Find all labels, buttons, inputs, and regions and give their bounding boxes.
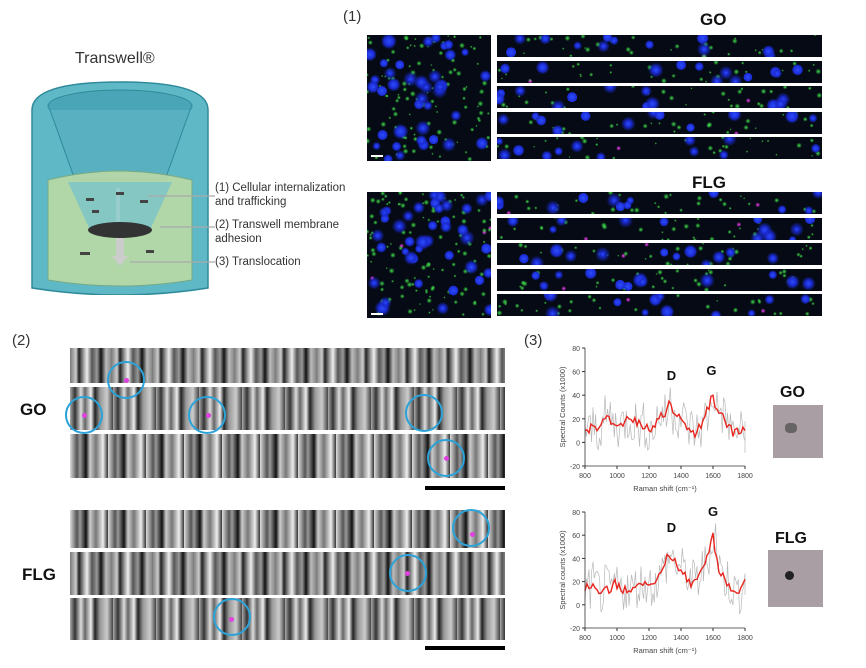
confocal-image xyxy=(497,294,822,316)
noise-trace xyxy=(584,523,746,615)
particle-dot xyxy=(206,413,211,418)
confocal-image xyxy=(497,60,822,83)
flg-title: FLG xyxy=(692,173,726,192)
go-title: GO xyxy=(700,10,727,29)
go-thumb-label: GO xyxy=(780,384,805,401)
scale-bar xyxy=(371,155,383,157)
particle-dot xyxy=(124,378,129,383)
particle-circle xyxy=(427,439,465,477)
panel1-label: (1) xyxy=(343,8,362,25)
sem-strip xyxy=(70,598,505,640)
particle-circle xyxy=(389,554,427,592)
y-axis-title: Spectral counts (x1000) xyxy=(558,530,567,610)
raman-chart-flg: -20 0 20 40 60 80 800 1000 1200 1400 1600 1800 Raman… xyxy=(558,504,753,655)
panel2-label: (2) xyxy=(12,332,31,349)
scale-bar xyxy=(371,313,383,315)
x-axis-title: Raman shift (cm⁻¹) xyxy=(633,484,697,493)
sem-strip xyxy=(70,510,505,548)
y-tick-label: 20 xyxy=(572,580,580,587)
label-line: (1) Cellular internalization xyxy=(215,182,346,194)
confocal-image xyxy=(367,35,491,161)
y-tick-label: -20 xyxy=(570,464,580,471)
x-tick-label: 800 xyxy=(579,473,591,480)
label-line: (2) Transwell membrane xyxy=(215,219,339,231)
scale-bar xyxy=(425,646,505,650)
x-tick-label: 1200 xyxy=(641,635,657,642)
y-tick-label: 0 xyxy=(576,440,580,447)
peak-label: D xyxy=(667,520,676,535)
flg-label: FLG xyxy=(22,565,56,584)
y-tick-label: 0 xyxy=(576,603,580,610)
panel3-label: (3) xyxy=(524,332,543,349)
x-tick-label: 1200 xyxy=(641,473,657,480)
x-tick-label: 1800 xyxy=(737,635,753,642)
spectrum-line xyxy=(584,532,746,595)
y-tick-label: 40 xyxy=(572,393,580,400)
go-optical-image xyxy=(773,405,823,458)
diagram-title: Transwell® xyxy=(75,50,155,67)
transwell-diagram xyxy=(31,81,215,295)
y-tick-label: 60 xyxy=(572,533,580,540)
x-axis-title: Raman shift (cm⁻¹) xyxy=(633,646,697,655)
particle-circle xyxy=(65,396,103,434)
label-line: adhesion xyxy=(215,233,262,245)
x-tick-label: 800 xyxy=(579,635,591,642)
particle-dot xyxy=(82,413,87,418)
confocal-image xyxy=(497,86,822,108)
particle-circle xyxy=(213,598,251,636)
y-tick-label: 80 xyxy=(572,510,580,517)
flg-thumb-label: FLG xyxy=(775,530,807,547)
x-tick-label: 1800 xyxy=(737,473,753,480)
particle-spot xyxy=(785,423,797,433)
sem-strip xyxy=(70,552,505,595)
y-axis-title: Spectral Counts (x1000) xyxy=(558,366,567,447)
confocal-image xyxy=(497,192,822,214)
spectrum-line xyxy=(584,394,746,440)
x-tick-label: 1000 xyxy=(609,635,625,642)
label-internalization: (1) Cellular internalization and traffick… xyxy=(215,181,345,209)
scale-bar xyxy=(425,486,505,490)
confocal-image xyxy=(497,243,822,265)
x-tick-label: 1400 xyxy=(673,635,689,642)
particle-dot xyxy=(229,617,234,622)
y-tick-label: 80 xyxy=(572,346,580,353)
particle-dot xyxy=(405,571,410,576)
particle-circle xyxy=(452,509,490,547)
particle-circle xyxy=(188,396,226,434)
confocal-image xyxy=(497,268,822,291)
x-tick-label: 1000 xyxy=(609,473,625,480)
y-tick-label: 20 xyxy=(572,417,580,424)
particle-circle xyxy=(107,361,145,399)
x-tick-label: 1600 xyxy=(705,635,721,642)
peak-label: G xyxy=(708,504,718,519)
confocal-image xyxy=(497,35,822,57)
confocal-image xyxy=(497,111,822,134)
y-tick-label: 40 xyxy=(572,556,580,563)
go-label: GO xyxy=(20,400,47,419)
y-tick-label: -20 xyxy=(570,626,580,633)
x-tick-label: 1600 xyxy=(705,473,721,480)
y-tick-label: 60 xyxy=(572,370,580,377)
confocal-image xyxy=(497,137,822,159)
particle-dot xyxy=(470,532,475,537)
raman-chart-go: -20 0 20 40 60 80 800 1000 1200 1400 1600 1800 Raman… xyxy=(558,346,753,493)
particle-circle xyxy=(405,394,443,432)
particle-dot xyxy=(444,456,449,461)
noise-trace xyxy=(584,387,746,453)
label-translocation: (3) Translocation xyxy=(215,256,301,268)
confocal-image xyxy=(497,217,822,240)
label-adhesion: (2) Transwell membrane adhesion xyxy=(215,218,339,246)
label-line: and trafficking xyxy=(215,196,287,208)
peak-label: D xyxy=(667,368,676,383)
x-tick-label: 1400 xyxy=(673,473,689,480)
peak-label: G xyxy=(706,363,716,378)
flg-optical-image xyxy=(768,550,823,607)
confocal-image xyxy=(367,192,491,318)
particle-spot xyxy=(785,571,794,580)
